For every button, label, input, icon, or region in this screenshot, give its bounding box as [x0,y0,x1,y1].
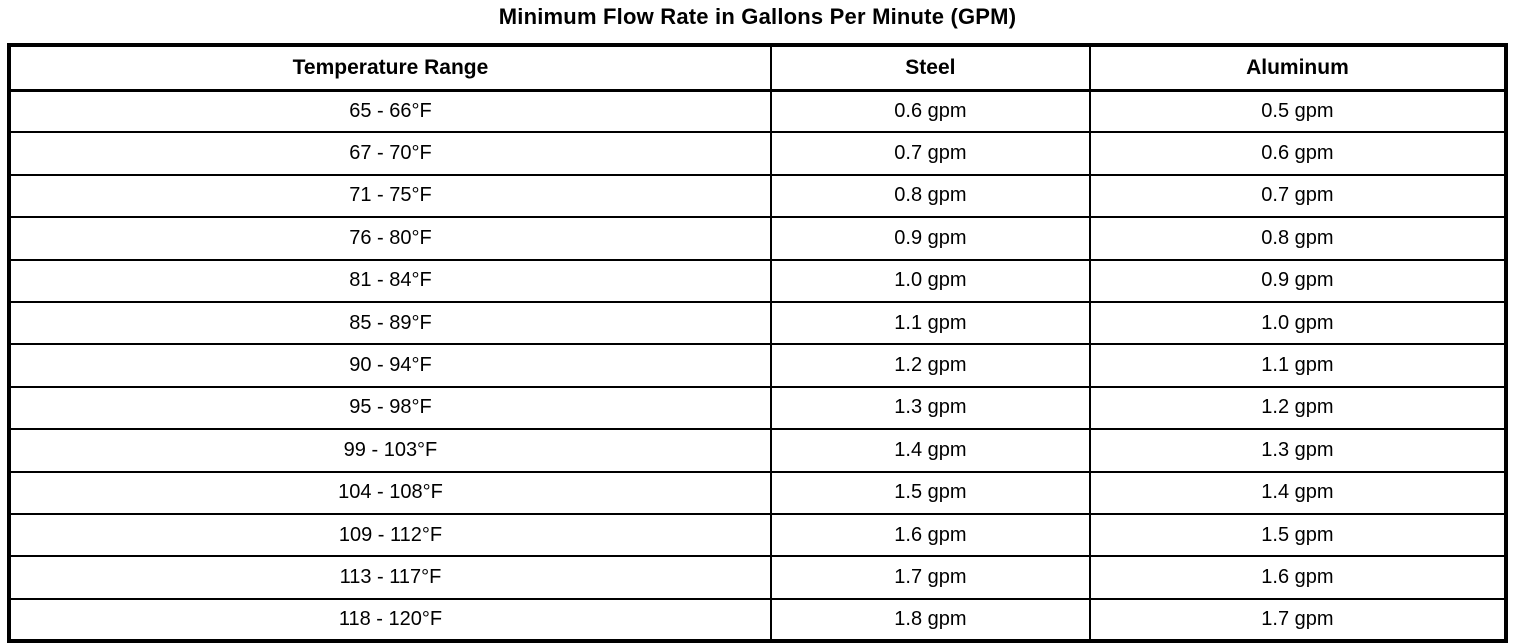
cell-steel: 1.2 gpm [769,343,1091,388]
cell-steel: 0.7 gpm [769,131,1091,176]
cell-temperature-range: 67 - 70°F [8,131,772,176]
cell-temperature-range: 90 - 94°F [8,343,772,388]
cell-aluminum: 1.1 gpm [1088,343,1508,388]
table-row: 67 - 70°F 0.7 gpm 0.6 gpm [8,131,1508,176]
cell-steel: 1.1 gpm [769,300,1091,346]
cell-temperature-range: 109 - 112°F [8,512,772,558]
table-row: 81 - 84°F 1.0 gpm 0.9 gpm [8,258,1508,303]
table-row: 104 - 108°F 1.5 gpm 1.4 gpm [8,470,1508,515]
cell-steel: 0.8 gpm [769,173,1091,219]
table-row: 65 - 66°F 0.6 gpm 0.5 gpm [8,88,1508,134]
cell-aluminum: 1.5 gpm [1088,512,1508,558]
table-row: 99 - 103°F 1.4 gpm 1.3 gpm [8,428,1508,473]
cell-steel: 1.8 gpm [769,597,1091,643]
cell-steel: 1.5 gpm [769,470,1091,515]
flow-rate-table: Temperature Range Steel Aluminum 65 - 66… [7,43,1508,644]
cell-aluminum: 0.6 gpm [1088,131,1508,176]
column-header-steel: Steel [769,44,1091,92]
cell-aluminum: 1.0 gpm [1088,300,1508,346]
table-header: Temperature Range Steel Aluminum [8,44,1508,92]
cell-steel: 1.6 gpm [769,512,1091,558]
cell-steel: 1.3 gpm [769,385,1091,431]
cell-aluminum: 1.6 gpm [1088,555,1508,600]
cell-aluminum: 0.8 gpm [1088,216,1508,261]
cell-aluminum: 1.3 gpm [1088,428,1508,473]
table-row: 109 - 112°F 1.6 gpm 1.5 gpm [8,512,1508,558]
table-row: 113 - 117°F 1.7 gpm 1.6 gpm [8,555,1508,600]
cell-temperature-range: 81 - 84°F [8,258,772,303]
cell-temperature-range: 85 - 89°F [8,300,772,346]
cell-steel: 1.4 gpm [769,428,1091,473]
cell-temperature-range: 71 - 75°F [8,173,772,219]
cell-temperature-range: 113 - 117°F [8,555,772,600]
cell-aluminum: 1.2 gpm [1088,385,1508,431]
cell-aluminum: 0.9 gpm [1088,258,1508,303]
table-row: 85 - 89°F 1.1 gpm 1.0 gpm [8,300,1508,346]
cell-aluminum: 1.7 gpm [1088,597,1508,643]
cell-temperature-range: 104 - 108°F [8,470,772,515]
cell-temperature-range: 95 - 98°F [8,385,772,431]
cell-temperature-range: 99 - 103°F [8,428,772,473]
cell-aluminum: 1.4 gpm [1088,470,1508,515]
table-row: 95 - 98°F 1.3 gpm 1.2 gpm [8,385,1508,431]
page-title: Minimum Flow Rate in Gallons Per Minute … [498,4,1017,29]
table-header-row: Temperature Range Steel Aluminum [8,44,1508,92]
cell-steel: 1.0 gpm [769,258,1091,303]
cell-steel: 1.7 gpm [769,555,1091,600]
cell-steel: 0.6 gpm [769,88,1091,134]
table-row: 76 - 80°F 0.9 gpm 0.8 gpm [8,216,1508,261]
table-row: 118 - 120°F 1.8 gpm 1.7 gpm [8,597,1508,643]
cell-aluminum: 0.5 gpm [1088,88,1508,134]
table-row: 90 - 94°F 1.2 gpm 1.1 gpm [8,343,1508,388]
table-body: 65 - 66°F 0.6 gpm 0.5 gpm 67 - 70°F 0.7 gpm 0… [8,88,1508,643]
table-row: 71 - 75°F 0.8 gpm 0.7 gpm [8,173,1508,219]
cell-temperature-range: 76 - 80°F [8,216,772,261]
cell-temperature-range: 118 - 120°F [8,597,772,643]
column-header-temperature-range: Temperature Range [8,44,772,92]
cell-aluminum: 0.7 gpm [1088,173,1508,219]
cell-steel: 0.9 gpm [769,216,1091,261]
cell-temperature-range: 65 - 66°F [8,88,772,134]
column-header-aluminum: Aluminum [1088,44,1508,92]
